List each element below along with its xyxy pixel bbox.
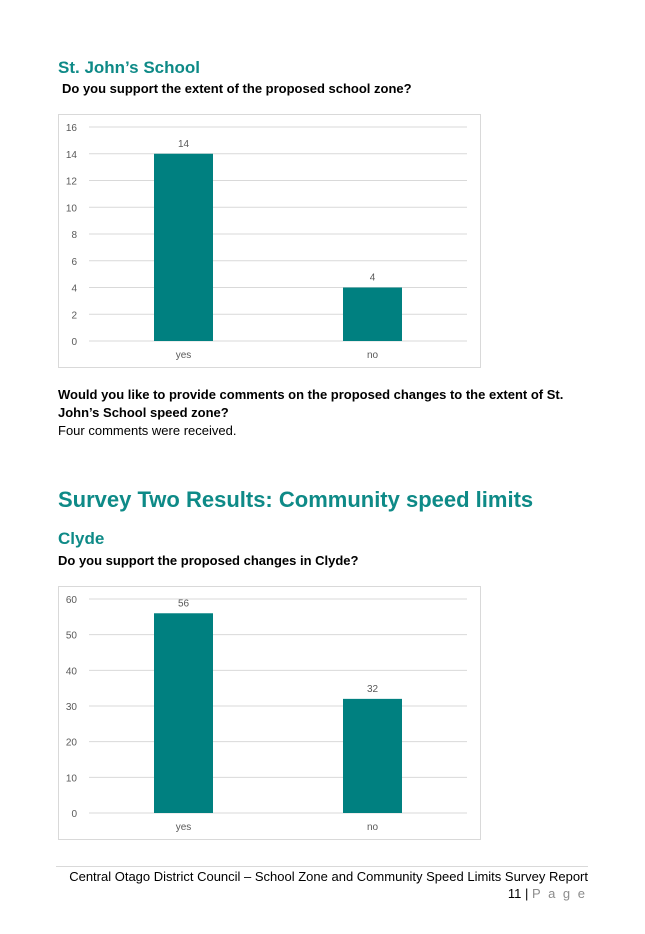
x-tick-label-no: no (367, 822, 379, 833)
footer-report-title: Central Otago District Council – School … (69, 869, 588, 884)
y-tick-label: 10 (66, 773, 78, 784)
footer-divider (56, 866, 588, 867)
data-label-yes: 56 (178, 598, 190, 609)
bar-no (343, 698, 402, 813)
section-title-survey-two: Survey Two Results: Community speed limi… (58, 487, 534, 512)
x-tick-label-yes: yes (176, 350, 192, 361)
page-number: 11 (507, 886, 522, 901)
data-label-no: 4 (370, 273, 376, 284)
y-tick-label: 6 (71, 257, 77, 268)
y-tick-label: 2 (71, 310, 77, 321)
y-tick-label: 12 (66, 177, 78, 188)
question-comments-line-2: John’s School speed zone? (58, 405, 229, 420)
chart-clyde-support: 0 10 20 30 40 50 60 56 yes 32 no (58, 586, 481, 840)
bar-no (343, 287, 402, 341)
question-comments-st-johns: Would you like to provide comments on th… (58, 386, 598, 422)
footer-page-number: 11 | P a g e (508, 886, 587, 901)
y-tick-label: 60 (66, 595, 78, 606)
y-tick-label: 20 (66, 738, 78, 749)
bar-chart-clyde: 0 10 20 30 40 50 60 56 yes 32 no (66, 595, 467, 833)
data-label-yes: 14 (178, 139, 190, 150)
question-school-zone-extent: Do you support the extent of the propose… (62, 81, 412, 96)
data-label-no: 32 (367, 684, 379, 695)
x-tick-label-no: no (367, 350, 379, 361)
y-tick-label: 10 (66, 203, 78, 214)
y-tick-label: 0 (71, 809, 77, 820)
y-tick-label: 4 (71, 284, 77, 295)
y-tick-label: 0 (71, 337, 77, 348)
bar-chart-school-zone: 0 2 4 6 8 10 12 14 16 14 yes 4 no (66, 123, 467, 361)
page-separator: | (525, 886, 529, 901)
question-comments-line-1: Would you like to provide comments on th… (58, 387, 564, 402)
y-tick-label: 50 (66, 631, 78, 642)
section-title-st-johns: St. John’s School (58, 58, 200, 77)
comments-answer-st-johns: Four comments were received. (58, 423, 237, 438)
y-tick-label: 14 (66, 150, 78, 161)
y-tick-label: 30 (66, 702, 78, 713)
y-tick-label: 8 (71, 230, 77, 241)
y-tick-label: 40 (66, 666, 78, 677)
bar-yes (154, 153, 213, 341)
chart-school-zone-support: 0 2 4 6 8 10 12 14 16 14 yes 4 no (58, 114, 481, 368)
question-clyde-changes: Do you support the proposed changes in C… (58, 553, 359, 568)
bar-yes (154, 613, 213, 813)
x-tick-label-yes: yes (176, 822, 192, 833)
section-subtitle-clyde: Clyde (58, 529, 105, 548)
y-tick-label: 16 (66, 123, 78, 134)
page-label: P a g e (532, 886, 587, 901)
